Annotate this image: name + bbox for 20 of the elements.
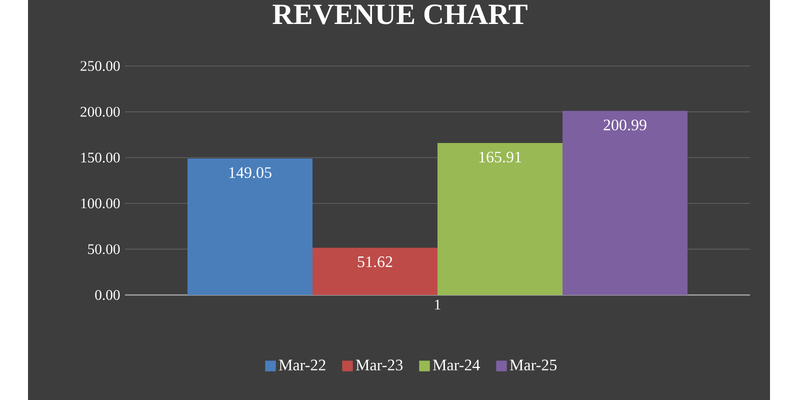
- y-tick-label: 0.00: [95, 290, 120, 300]
- data-label: 165.91: [479, 152, 522, 163]
- data-label: 149.05: [229, 167, 272, 178]
- legend-label: Mar-23: [356, 360, 403, 370]
- y-tick-label: 100.00: [81, 198, 120, 208]
- chart-title: REVENUE CHART: [272, 4, 528, 24]
- legend-label: Mar-25: [510, 360, 557, 370]
- bar: [438, 143, 563, 295]
- legend-label: Mar-24: [432, 360, 480, 370]
- y-tick-label: 150.00: [81, 152, 120, 163]
- x-tick-label: 1: [435, 300, 440, 310]
- y-tick-label: 200.00: [80, 106, 120, 117]
- y-tick-label: 50.00: [88, 244, 120, 254]
- y-tick-label: 250.00: [80, 61, 120, 71]
- bar: [312, 248, 438, 295]
- legend-label: Mar-22: [278, 360, 326, 370]
- bar: [188, 158, 312, 295]
- bar: [562, 110, 688, 295]
- data-label: 51.62: [358, 256, 392, 268]
- data-label: 200.99: [604, 120, 646, 130]
